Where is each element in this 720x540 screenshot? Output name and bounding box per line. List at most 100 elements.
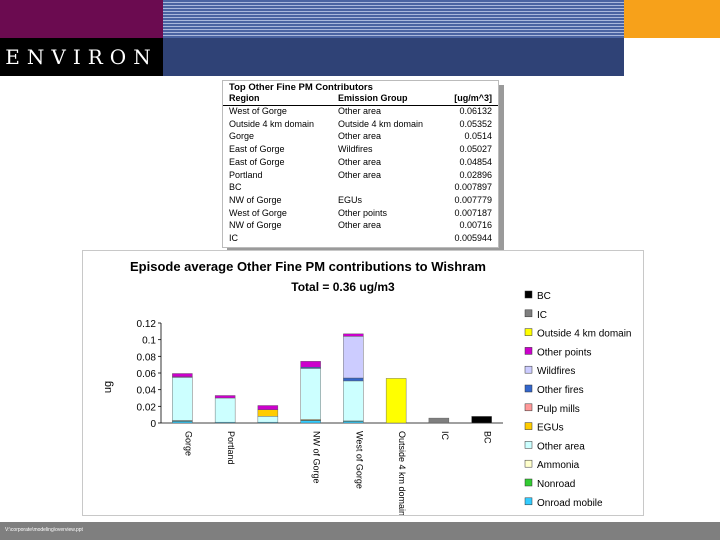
stacked-bar-chart: Episode average Other Fine PM contributi… bbox=[82, 250, 644, 516]
cell-region: West of Gorge bbox=[229, 106, 287, 116]
cell-value: 0.007187 bbox=[454, 207, 492, 218]
bar-segment bbox=[214, 397, 236, 423]
cell-emission-group: EGUs bbox=[338, 194, 363, 205]
y-tick-label: 0.08 bbox=[137, 352, 157, 363]
cell-value: 0.005944 bbox=[454, 233, 492, 243]
cell-value: 0.05352 bbox=[459, 118, 492, 129]
legend-label: Ammonia bbox=[537, 460, 580, 471]
legend-swatch bbox=[524, 365, 533, 374]
bar-segment bbox=[300, 368, 321, 420]
legend-swatch bbox=[524, 497, 533, 506]
cell-emission-group: Other area bbox=[338, 106, 382, 116]
legend-label: Wildfires bbox=[537, 366, 575, 377]
header-units: [ug/m^3] bbox=[454, 93, 492, 103]
logo-band bbox=[0, 38, 163, 76]
cell-region: NW of Gorge bbox=[229, 194, 282, 205]
legend-label: BC bbox=[537, 291, 551, 302]
cell-value: 0.02896 bbox=[459, 169, 492, 180]
y-tick-label: 0.06 bbox=[137, 369, 157, 380]
legend-label: Onroad mobile bbox=[537, 498, 603, 509]
header-emission-group: Emission Group bbox=[338, 93, 408, 103]
bar-segment bbox=[172, 373, 193, 378]
cell-region: IC bbox=[229, 233, 238, 243]
legend-label: Nonroad bbox=[537, 479, 575, 490]
table-row: NW of Gorge EGUs 0.007779 bbox=[223, 195, 498, 208]
footer-bar bbox=[0, 522, 720, 540]
cell-region: Outside 4 km domain bbox=[229, 118, 315, 129]
bar-segment bbox=[343, 336, 364, 379]
header-region: Region bbox=[229, 93, 260, 103]
legend-label: Other area bbox=[537, 441, 585, 452]
header-purple-block bbox=[0, 0, 163, 38]
table-row: West of Gorge Other area 0.06132 bbox=[223, 106, 498, 119]
cell-region: East of Gorge bbox=[229, 156, 285, 167]
cell-emission-group: Other area bbox=[338, 220, 382, 231]
cell-region: NW of Gorge bbox=[229, 220, 282, 231]
cell-emission-group: Wildfires bbox=[338, 144, 373, 155]
table-row: East of Gorge Wildfires 0.05027 bbox=[223, 144, 498, 157]
legend-label: Other fires bbox=[537, 385, 584, 396]
y-tick-label: 0 bbox=[150, 419, 156, 430]
bar-segment bbox=[343, 333, 364, 337]
y-tick-label: 0.02 bbox=[137, 402, 157, 413]
legend-swatch bbox=[524, 328, 533, 336]
bar-segment bbox=[300, 361, 321, 368]
legend-label: EGUs bbox=[537, 423, 564, 434]
cell-emission-group: Outside 4 km domain bbox=[338, 118, 424, 129]
cell-emission-group: Other area bbox=[338, 169, 382, 180]
legend-label: Outside 4 km domain bbox=[537, 329, 632, 340]
legend-swatch bbox=[524, 478, 533, 487]
cell-emission-group: Other area bbox=[338, 156, 382, 167]
y-tick-label: 0.12 bbox=[137, 319, 157, 330]
cell-region: Portland bbox=[229, 169, 263, 180]
x-tick-label: BC bbox=[483, 431, 493, 444]
header-blue-band bbox=[163, 38, 624, 76]
legend-swatch bbox=[524, 403, 533, 412]
cell-value: 0.06132 bbox=[459, 106, 492, 116]
table-row: Outside 4 km domain Outside 4 km domain 0.… bbox=[223, 119, 498, 132]
x-tick-label: Outside 4 km domain bbox=[397, 431, 407, 515]
x-tick-label: Portland bbox=[226, 431, 236, 465]
bar-segment bbox=[257, 405, 279, 410]
cell-value: 0.04854 bbox=[459, 156, 492, 167]
bar-segment bbox=[343, 377, 364, 382]
bar-segment bbox=[257, 416, 279, 423]
header-stripe-band bbox=[163, 0, 624, 38]
legend-swatch bbox=[524, 384, 533, 393]
table-row: East of Gorge Other area 0.04854 bbox=[223, 157, 498, 170]
legend-swatch bbox=[524, 441, 533, 449]
legend-swatch bbox=[524, 290, 533, 299]
cell-region: West of Gorge bbox=[229, 207, 287, 218]
legend-swatch bbox=[524, 309, 533, 318]
header-orange-block bbox=[624, 0, 720, 38]
chart-subtitle: Total = 0.36 ug/m3 bbox=[291, 280, 395, 294]
bar-segment bbox=[172, 377, 193, 421]
y-tick-label: 0.04 bbox=[137, 386, 157, 397]
footer-path: V:\corporate\modeling\overview.ppt bbox=[5, 527, 83, 533]
chart-title: Episode average Other Fine PM contributi… bbox=[130, 259, 486, 274]
x-tick-label: NW of Gorge bbox=[312, 431, 322, 484]
table-row: NW of Gorge Other area 0.00716 bbox=[223, 220, 498, 233]
cell-region: East of Gorge bbox=[229, 144, 285, 155]
table-header-row: Region Emission Group [ug/m^3] bbox=[223, 93, 498, 106]
table-row: IC 0.005944 bbox=[223, 233, 498, 246]
bar-segment bbox=[428, 417, 450, 424]
legend-label: IC bbox=[537, 310, 547, 321]
y-axis-label: ug bbox=[102, 381, 114, 393]
x-tick-label: Gorge bbox=[183, 431, 193, 456]
legend-swatch bbox=[524, 422, 533, 430]
y-tick-label: 0.1 bbox=[142, 336, 156, 347]
table-row: Gorge Other area 0.0514 bbox=[223, 131, 498, 144]
table-row: Portland Other area 0.02896 bbox=[223, 170, 498, 183]
cell-emission-group: Other area bbox=[338, 131, 382, 142]
bar-segment bbox=[257, 409, 279, 417]
cell-value: 0.007897 bbox=[454, 182, 492, 193]
bar-segment bbox=[385, 378, 407, 424]
bar-segment bbox=[343, 380, 364, 422]
table-row: West of Gorge Other points 0.007187 bbox=[223, 208, 498, 221]
bar-segment bbox=[214, 395, 236, 399]
bar-segment bbox=[300, 420, 321, 424]
legend-label: Other points bbox=[537, 347, 591, 358]
legend-swatch bbox=[524, 347, 533, 355]
x-tick-label: West of Gorge bbox=[354, 431, 364, 489]
